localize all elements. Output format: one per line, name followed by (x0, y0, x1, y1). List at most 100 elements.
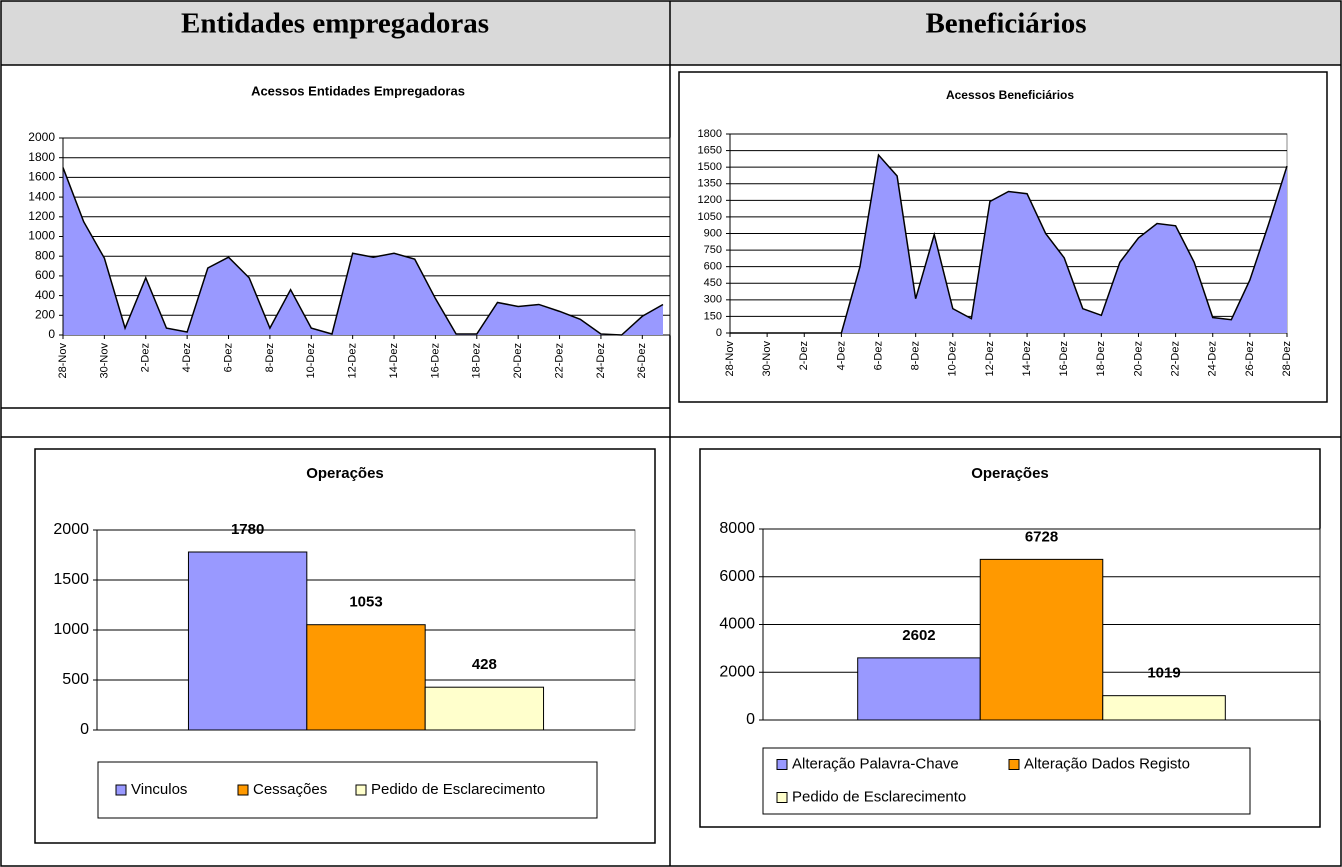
y-tick-label: 0 (48, 327, 55, 341)
x-tick-label: 30-Nov (98, 343, 110, 379)
x-tick-label: 26-Dez (1244, 341, 1256, 376)
y-tick-label: 400 (35, 288, 55, 302)
x-tick-label: 4-Dez (181, 343, 193, 372)
value-label: 1053 (349, 594, 382, 611)
x-tick-label: 16-Dez (429, 343, 441, 378)
header: Entidades empregadoras (181, 8, 489, 40)
x-tick-label: 14-Dez (1021, 341, 1033, 376)
legend-box (762, 747, 1251, 815)
y-tick-label: 1650 (698, 144, 722, 156)
legend-label: Cessações (253, 781, 327, 798)
legend-box (97, 761, 598, 819)
y-tick-label: 1050 (698, 211, 722, 223)
legend-swatch (776, 792, 788, 803)
x-tick-label: 20-Dez (512, 343, 524, 378)
y-tick-label: 750 (704, 244, 722, 256)
value-label: 1780 (231, 521, 264, 538)
y-tick-label: 8000 (719, 520, 755, 537)
bar (187, 551, 308, 731)
y-tick-label: 800 (35, 248, 55, 262)
y-tick-label: 1350 (698, 178, 722, 190)
y-tick-label: 1800 (698, 128, 722, 140)
bar (306, 624, 426, 731)
x-tick-label: 24-Dez (595, 343, 607, 378)
x-tick-label: 28-Nov (724, 341, 736, 377)
y-tick-label: 1800 (28, 150, 55, 164)
area-line (62, 167, 664, 336)
x-tick-label: 2-Dez (140, 343, 152, 372)
y-tick-label: 4000 (719, 616, 755, 633)
x-tick-label: 10-Dez (947, 341, 959, 376)
y-tick-label: 0 (746, 711, 755, 728)
x-tick-label: 12-Dez (984, 341, 996, 376)
area-fill (63, 167, 663, 335)
y-tick-label: 1000 (28, 229, 55, 243)
legend-swatch (237, 784, 249, 796)
legend-swatch (355, 784, 367, 796)
x-tick-label: 14-Dez (388, 343, 400, 378)
value-label: 6728 (1025, 528, 1058, 545)
y-tick-label: 200 (35, 307, 55, 321)
y-tick-label: 6000 (719, 568, 755, 585)
legend-label: Alteração Palavra-Chave (792, 755, 959, 772)
x-tick-label: 6-Dez (872, 341, 884, 370)
x-tick-label: 24-Dez (1207, 341, 1219, 376)
legend-swatch (1008, 759, 1020, 770)
x-tick-label: 22-Dez (1170, 341, 1182, 376)
x-tick-label: 18-Dez (471, 343, 483, 378)
y-tick-label: 1500 (53, 571, 89, 588)
x-tick-label: 12-Dez (347, 343, 359, 378)
y-tick-label: 1500 (698, 161, 722, 173)
legend-label: Pedido de Esclarecimento (371, 781, 545, 798)
y-tick-label: 1000 (53, 621, 89, 638)
y-tick-label: 2000 (53, 521, 89, 538)
x-tick-label: 20-Dez (1132, 341, 1144, 376)
bar (979, 558, 1104, 721)
value-label: 428 (472, 656, 497, 673)
x-tick-label: 16-Dez (1058, 341, 1070, 376)
header: Beneficiários (925, 8, 1086, 40)
bar (424, 686, 545, 731)
x-tick-label: 2-Dez (798, 341, 810, 370)
y-tick-label: 600 (704, 261, 722, 273)
header-bg (0, 0, 1342, 66)
legend-swatch (776, 759, 788, 770)
y-tick-label: 0 (716, 327, 722, 339)
value-label: 1019 (1147, 665, 1180, 682)
x-tick-label: 4-Dez (835, 341, 847, 370)
value-label: 2602 (902, 627, 935, 644)
chart-title: Operações (306, 465, 384, 482)
x-tick-label: 10-Dez (305, 343, 317, 378)
x-tick-label: 28-Nov (57, 343, 69, 379)
bar (857, 657, 981, 721)
y-tick-label: 150 (704, 310, 722, 322)
y-tick-label: 300 (704, 294, 722, 306)
y-tick-label: 2000 (28, 130, 55, 144)
y-tick-label: 1200 (28, 209, 55, 223)
legend-label: Pedido de Esclarecimento (792, 788, 966, 805)
x-tick-label: 6-Dez (222, 343, 234, 372)
chart-title: Acessos Entidades Empregadoras (251, 83, 465, 98)
x-tick-label: 30-Nov (761, 341, 773, 377)
area-line (730, 153, 1288, 334)
x-tick-label: 8-Dez (264, 343, 276, 372)
y-tick-label: 1200 (698, 194, 722, 206)
chart-title: Acessos Beneficiários (946, 88, 1074, 102)
y-tick-label: 450 (704, 277, 722, 289)
x-tick-label: 8-Dez (910, 341, 922, 370)
legend-label: Alteração Dados Registo (1024, 755, 1190, 772)
x-tick-label: 28-Dez (1281, 341, 1293, 376)
y-tick-label: 0 (80, 721, 89, 738)
legend-label: Vinculos (131, 781, 187, 798)
y-tick-label: 1400 (28, 189, 55, 203)
area-fill (730, 155, 1287, 333)
y-tick-label: 1600 (28, 170, 55, 184)
y-tick-label: 500 (62, 671, 89, 688)
chart-title: Operações (971, 465, 1049, 482)
legend-swatch (115, 784, 127, 796)
y-tick-label: 600 (35, 268, 55, 282)
y-tick-label: 900 (704, 227, 722, 239)
x-tick-label: 18-Dez (1095, 341, 1107, 376)
